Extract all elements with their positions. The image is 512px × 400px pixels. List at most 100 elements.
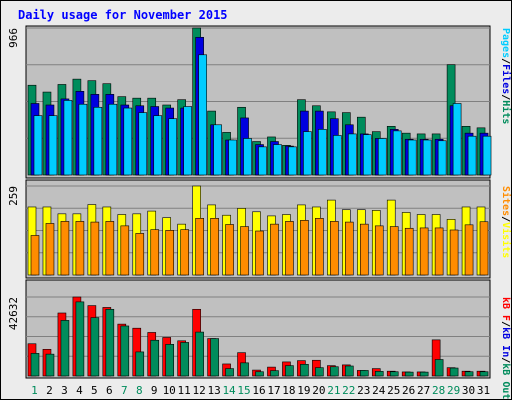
bar-sites <box>419 227 429 276</box>
bar-pages <box>138 112 148 176</box>
bar-pages <box>228 139 237 176</box>
y-tick-label: 42632 <box>7 297 20 330</box>
x-tick-label: 15 <box>237 384 250 397</box>
x-tick-label: 24 <box>372 384 386 397</box>
bar-kb-out <box>255 371 264 377</box>
bar-pages <box>377 138 387 176</box>
bar-pages <box>303 131 312 176</box>
bar-pages <box>243 138 252 176</box>
legend-entry: Sites <box>500 186 512 216</box>
bar-pages <box>392 130 402 176</box>
bar-sites <box>75 221 85 276</box>
bar-kb-out <box>210 338 219 377</box>
bar-pages <box>258 146 267 176</box>
bar-pages <box>33 115 43 176</box>
bar-sites <box>210 218 219 276</box>
bar-pages <box>78 103 88 176</box>
bar-kb-out <box>135 351 145 377</box>
bar-sites <box>330 221 339 276</box>
bar-sites <box>165 230 175 276</box>
legend-separator: / <box>500 94 511 100</box>
legend-separator: / <box>500 357 511 363</box>
bar-sites <box>285 221 294 276</box>
bar-sites <box>404 227 414 276</box>
legend-entry: kB Out <box>500 363 511 399</box>
y-tick-label: 966 <box>7 28 20 48</box>
bar-pages <box>288 146 297 176</box>
legend-entry: Hits <box>500 100 512 124</box>
bar-sites <box>60 221 70 276</box>
x-tick-label: 19 <box>297 384 310 397</box>
bar-pages <box>213 124 222 176</box>
bar-kb-out <box>449 367 459 377</box>
bar-kb-out <box>195 331 204 377</box>
bar-pages <box>467 135 477 176</box>
x-tick-label: 27 <box>417 384 430 397</box>
x-tick-label: 5 <box>91 384 98 397</box>
bar-pages <box>123 107 133 176</box>
bar-sites <box>449 229 459 276</box>
bar-kb-out <box>45 353 55 377</box>
bar-sites <box>240 226 249 276</box>
bar-sites <box>434 227 444 276</box>
bar-pages <box>437 140 447 176</box>
bar-kb-out <box>120 325 130 377</box>
x-tick-label: 1 <box>31 384 38 397</box>
legend-separator: / <box>500 216 511 222</box>
bar-pages <box>333 135 342 176</box>
bar-pages <box>183 106 192 176</box>
legend-entry: Visits <box>500 222 512 258</box>
bar-kb-out <box>75 301 85 377</box>
legend: kB F/kB In/kB Out <box>500 297 511 399</box>
bar-pages <box>318 129 327 176</box>
bar-kb-out <box>434 359 444 377</box>
bar-sites <box>464 224 474 276</box>
bar-pages <box>362 134 372 176</box>
x-tick-label: 9 <box>151 384 158 397</box>
x-tick-label: 18 <box>282 384 295 397</box>
bar-kb-out <box>345 365 354 377</box>
y-tick-label: 259 <box>7 186 20 206</box>
x-tick-label: 17 <box>267 384 280 397</box>
bar-sites <box>345 221 354 276</box>
x-tick-label: 2 <box>46 384 53 397</box>
x-tick-label: 20 <box>312 384 325 397</box>
bar-sites <box>389 226 399 276</box>
x-tick-label: 3 <box>61 384 68 397</box>
bar-kb-out <box>285 365 294 377</box>
x-tick-label: 26 <box>402 384 415 397</box>
bar-pages <box>48 115 58 176</box>
x-tick-label: 23 <box>357 384 370 397</box>
x-tick-label: 25 <box>387 384 400 397</box>
bar-kb-out <box>300 364 309 377</box>
bar-kb-out <box>404 371 414 377</box>
bar-kb-out <box>389 371 399 377</box>
x-tick-label: 22 <box>342 384 355 397</box>
x-tick-label: 13 <box>207 384 220 397</box>
x-tick-label: 4 <box>76 384 83 397</box>
bar-pages <box>422 139 432 176</box>
legend-entry: kB F <box>500 297 511 321</box>
bar-kb-out <box>315 367 324 377</box>
x-tick-label: 31 <box>477 384 490 397</box>
bar-pages <box>63 100 73 176</box>
legend-entry: kB In <box>500 327 511 357</box>
bar-pages <box>108 103 118 176</box>
bar-sites <box>105 221 115 276</box>
bar-kb-out <box>330 366 339 377</box>
bar-pages <box>198 54 207 176</box>
bar-sites <box>180 229 189 276</box>
bar-kb-out <box>150 339 160 377</box>
x-tick-label: 14 <box>222 384 236 397</box>
bar-kb-out <box>374 371 384 377</box>
panel-2: 259 Sites/Visits <box>7 179 512 279</box>
bar-sites <box>30 235 40 276</box>
bar-kb-out <box>30 353 40 377</box>
x-tick-label: 21 <box>327 384 340 397</box>
legend: Pages/Files/Hits <box>500 28 512 124</box>
bar-kb-out <box>240 362 249 377</box>
bar-kb-out <box>419 371 429 377</box>
bar-sites <box>195 218 204 276</box>
bar-kb-out <box>165 344 175 377</box>
